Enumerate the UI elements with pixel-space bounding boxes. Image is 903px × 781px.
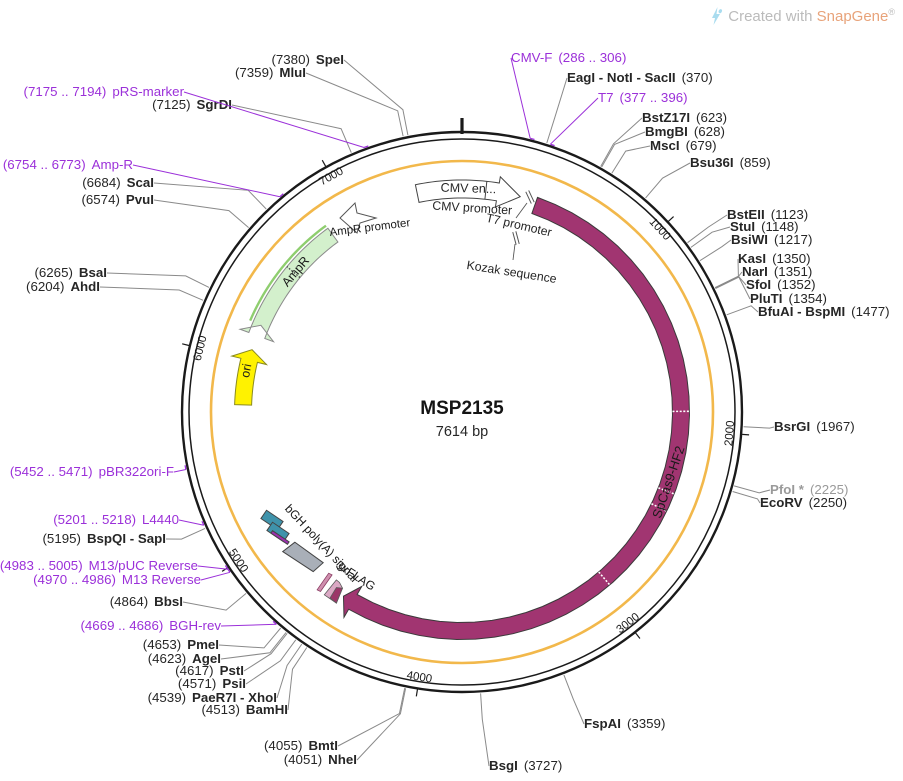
svg-text:(4864): (4864) <box>110 594 148 609</box>
svg-text:(5201 .. 5218): (5201 .. 5218) <box>53 512 136 527</box>
svg-text:T7: T7 <box>598 90 614 105</box>
svg-text:(859): (859) <box>740 155 771 170</box>
svg-text:PsiI: PsiI <box>222 676 246 691</box>
svg-text:NheI: NheI <box>328 752 357 767</box>
svg-text:M13 Reverse: M13 Reverse <box>122 572 201 587</box>
svg-text:(4539): (4539) <box>148 690 186 705</box>
svg-text:BsaI: BsaI <box>79 265 107 280</box>
svg-text:(377 .. 396): (377 .. 396) <box>620 90 688 105</box>
svg-text:BsrGI: BsrGI <box>774 419 810 434</box>
svg-text:BGH-rev: BGH-rev <box>169 618 221 633</box>
svg-text:Amp-R: Amp-R <box>92 157 133 172</box>
svg-text:EagI - NotI - SacII: EagI - NotI - SacII <box>567 70 676 85</box>
svg-text:(5195): (5195) <box>43 531 81 546</box>
svg-text:(4055): (4055) <box>264 738 302 753</box>
svg-text:pRS-marker: pRS-marker <box>112 84 184 99</box>
svg-text:(7380): (7380) <box>271 52 309 67</box>
svg-text:BfuAI - BspMI: BfuAI - BspMI <box>758 304 845 319</box>
svg-text:FspAI: FspAI <box>584 716 621 731</box>
svg-text:(6204): (6204) <box>26 279 64 294</box>
svg-text:M13/pUC Reverse: M13/pUC Reverse <box>89 558 198 573</box>
svg-text:ori: ori <box>238 362 254 378</box>
svg-text:MscI: MscI <box>650 138 680 153</box>
svg-text:(4051): (4051) <box>284 752 322 767</box>
svg-text:(623): (623) <box>696 110 727 125</box>
svg-text:(4669 .. 4686): (4669 .. 4686) <box>80 618 163 633</box>
svg-text:(7359): (7359) <box>235 65 273 80</box>
svg-text:(628): (628) <box>694 124 725 139</box>
svg-text:(4983 .. 5005): (4983 .. 5005) <box>0 558 83 573</box>
svg-text:L4440: L4440 <box>142 512 179 527</box>
svg-text:(1477): (1477) <box>851 304 889 319</box>
svg-text:BmgBI: BmgBI <box>645 124 688 139</box>
svg-text:SgrDI: SgrDI <box>197 97 232 112</box>
svg-text:(2250): (2250) <box>809 495 847 510</box>
svg-text:BbsI: BbsI <box>154 594 183 609</box>
svg-text:BsgI: BsgI <box>489 758 518 773</box>
svg-text:BstZ17I: BstZ17I <box>642 110 690 125</box>
svg-text:(4653): (4653) <box>143 637 181 652</box>
svg-text:7614 bp: 7614 bp <box>436 424 488 440</box>
svg-text:(370): (370) <box>682 70 713 85</box>
svg-text:(4571): (4571) <box>178 676 216 691</box>
svg-text:Bsu36I: Bsu36I <box>690 155 734 170</box>
svg-text:(3359): (3359) <box>627 716 665 731</box>
svg-text:(6754 .. 6773): (6754 .. 6773) <box>3 157 86 172</box>
svg-text:BmtI: BmtI <box>308 738 338 753</box>
svg-text:(6265): (6265) <box>34 265 72 280</box>
svg-text:(4623): (4623) <box>148 651 186 666</box>
svg-text:2000: 2000 <box>723 420 737 446</box>
svg-text:MSP2135: MSP2135 <box>420 398 504 419</box>
svg-text:(4970 .. 4986): (4970 .. 4986) <box>33 572 116 587</box>
svg-text:ScaI: ScaI <box>127 175 154 190</box>
svg-text:SfoI: SfoI <box>746 277 771 292</box>
svg-text:BsiWI: BsiWI <box>731 232 768 247</box>
svg-text:BspQI - SapI: BspQI - SapI <box>87 531 166 546</box>
svg-text:CMV-F: CMV-F <box>511 50 552 65</box>
svg-text:(5452 .. 5471): (5452 .. 5471) <box>10 464 93 479</box>
svg-text:(6684): (6684) <box>82 175 120 190</box>
svg-text:PvuI: PvuI <box>126 192 154 207</box>
svg-text:(1967): (1967) <box>816 419 854 434</box>
svg-text:PmeI: PmeI <box>187 637 219 652</box>
svg-text:(286 .. 306): (286 .. 306) <box>558 50 626 65</box>
svg-text:AhdI: AhdI <box>70 279 100 294</box>
svg-text:(6574): (6574) <box>81 192 119 207</box>
svg-text:EcoRV: EcoRV <box>760 495 803 510</box>
svg-text:(7125): (7125) <box>152 97 190 112</box>
svg-text:CMV en...: CMV en... <box>440 181 496 197</box>
svg-text:MluI: MluI <box>279 65 306 80</box>
svg-text:pBR322ori-F: pBR322ori-F <box>99 464 174 479</box>
svg-text:BamHI: BamHI <box>246 702 288 717</box>
svg-text:(679): (679) <box>686 138 717 153</box>
svg-text:(1217): (1217) <box>774 232 812 247</box>
svg-text:SpeI: SpeI <box>316 52 344 67</box>
svg-text:(7175 .. 7194): (7175 .. 7194) <box>24 84 107 99</box>
svg-text:(3727): (3727) <box>524 758 562 773</box>
svg-text:AgeI: AgeI <box>192 651 221 666</box>
svg-text:(4513): (4513) <box>201 702 239 717</box>
svg-text:(1352): (1352) <box>777 277 815 292</box>
